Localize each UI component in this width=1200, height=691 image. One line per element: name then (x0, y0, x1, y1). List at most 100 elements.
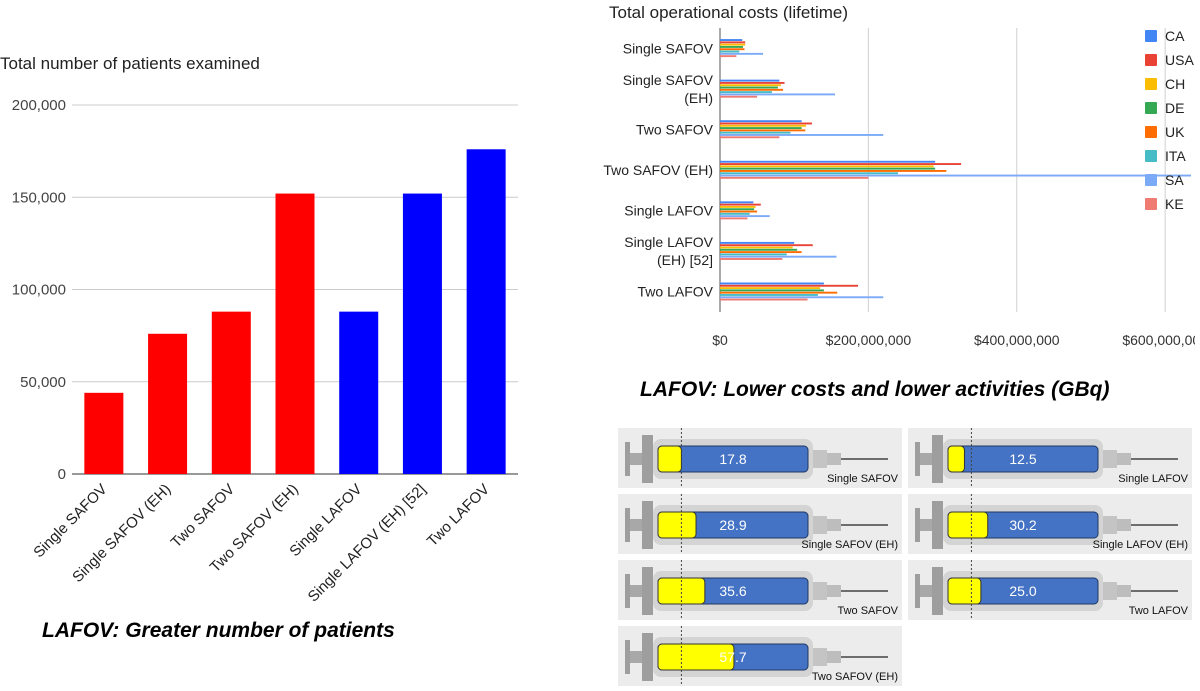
y-tick-label: 150,000 (12, 189, 66, 206)
activity-bar (947, 577, 982, 605)
bar-two-safov-eh-sa (720, 174, 1191, 177)
legend-swatch-sa (1145, 174, 1157, 186)
bar-single-safov-eh-usa (720, 81, 785, 84)
y-tick-label: (EH) (684, 90, 713, 106)
legend-swatch-de (1145, 102, 1157, 114)
bar-two-safov-ca (720, 120, 802, 123)
syringe-label: Two SAFOV (EH) (811, 671, 898, 683)
bar-single-safov-eh-sa (720, 93, 835, 96)
x-tick-label: $400,000,000 (974, 332, 1060, 348)
x-tick-label: Single LAFOV (EH) [52] (305, 481, 430, 606)
bar-two-safov-eh (275, 193, 315, 474)
bar-two-lafov-sa (720, 296, 884, 299)
bar-two-safov-ita (720, 131, 791, 134)
bar-single-lafov-uk (720, 210, 758, 213)
bar-single-lafov-eh-52-ch (720, 246, 793, 249)
bar-two-lafov-usa (720, 284, 858, 287)
bar-single-lafov-ke (720, 217, 748, 220)
bar-single-safov-ch (720, 43, 746, 46)
bar-single-safov-eh-uk (720, 88, 784, 91)
plunger-rod (920, 453, 932, 465)
bar-single-lafov-eh-52 (402, 193, 442, 474)
plunger-thumb (915, 508, 920, 542)
syringe-two-lafov: 25.0 Two LAFOV (908, 560, 1192, 620)
bar-single-lafov-ca (720, 201, 754, 204)
syringe-drawing (625, 626, 888, 686)
activity-bar (947, 445, 965, 473)
bar-two-lafov (466, 149, 506, 474)
x-tick-label: Two LAFOV (424, 481, 493, 550)
y-tick-label: Two SAFOV (EH) (603, 162, 713, 178)
syringe-single-safov-eh: 28.9 Single SAFOV (EH) (618, 494, 902, 554)
plunger-thumb (625, 640, 630, 674)
bar-two-safov-uk (720, 129, 806, 132)
y-tick-label: 200,000 (12, 97, 66, 114)
y-tick-label: 0 (58, 466, 66, 483)
syringe-drawing (625, 494, 888, 554)
x-tick-label: Two SAFOV (168, 481, 238, 551)
syringe-drawing (915, 428, 1178, 488)
bar-single-safov-eh-ita (720, 91, 772, 94)
activity-bar (947, 511, 989, 539)
hub (1103, 582, 1117, 600)
bar-single-lafov-eh-52-ke (720, 258, 783, 260)
legend-label-usa: USA (1165, 52, 1194, 68)
bar-single-safov-eh-ca (720, 79, 780, 82)
activities-syringe-chart: 17.8 Single SAFOV 12.5 Single LAFOV 28.9 Sing… (618, 428, 1192, 690)
syringe-single-safov: 17.8 Single SAFOV (618, 428, 902, 488)
plunger-thumb (625, 574, 630, 608)
y-tick-label: Single LAFOV (624, 203, 713, 219)
bar-two-safov-eh-ke (720, 176, 869, 179)
bar-single-lafov-eh-52-usa (720, 244, 813, 247)
plunger-thumb (625, 508, 630, 542)
bar-single-safov-sa (720, 52, 764, 55)
syringe-label: Single LAFOV (1118, 473, 1188, 485)
bar-single-safov-usa (720, 41, 746, 44)
barrel-flange (932, 435, 943, 483)
bar-two-safov-eh-uk (720, 170, 947, 172)
hub (813, 648, 827, 666)
legend-label-sa: SA (1165, 172, 1184, 188)
hub-tip (827, 651, 841, 663)
hub-tip (1117, 585, 1131, 597)
plunger-rod (920, 519, 932, 531)
bar-single-safov-eh-de (720, 86, 778, 89)
patients-chart-title: Total number of patients examined (0, 54, 260, 73)
bar-two-lafov-uk (720, 291, 838, 294)
bar-two-lafov-ca (720, 282, 824, 285)
activity-value-label: 12.5 (1009, 451, 1037, 467)
activity-bar (657, 511, 697, 539)
activity-value-label: 28.9 (719, 517, 747, 533)
costs-bar-chart: $0 $200,000,000 $400,000,000 $600,000,000 Si… (603, 28, 1195, 348)
bar-single-lafov-eh-52-ca (720, 241, 795, 244)
y-tick-label: Two LAFOV (638, 284, 714, 300)
bar-single-safov-ke (720, 55, 737, 58)
hub-tip (827, 519, 841, 531)
y-tick-label: 50,000 (20, 374, 66, 391)
syringe-two-safov: 35.6 Two SAFOV (618, 560, 902, 620)
plunger-rod (630, 519, 642, 531)
syringe-label: Single SAFOV (827, 473, 898, 485)
y-tick-label: 100,000 (12, 282, 66, 299)
patients-tagline: LAFOV: Greater number of patients (42, 619, 395, 642)
bar-single-lafov-eh-52-sa (720, 255, 837, 258)
hub (813, 516, 827, 534)
costs-chart-title: Total operational costs (lifetime) (609, 3, 849, 22)
bar-two-safov-ke (720, 136, 780, 139)
bar-single-lafov-usa (720, 203, 761, 206)
plunger-thumb (625, 442, 630, 476)
bar-two-safov-de (720, 127, 802, 130)
barrel-flange (932, 567, 943, 615)
bar-single-lafov-ch (720, 205, 756, 208)
barrel-flange (932, 501, 943, 549)
plunger-rod (630, 453, 642, 465)
bar-two-lafov-ch (720, 287, 821, 290)
syringe-single-lafov-eh: 30.2 Single LAFOV (EH) (908, 494, 1192, 554)
legend-swatch-ke (1145, 198, 1157, 210)
activities-tagline: LAFOV: Lower costs and lower activities … (640, 378, 1110, 401)
barrel-flange (642, 501, 653, 549)
bar-two-safov (211, 311, 251, 474)
bar-single-safov (84, 392, 124, 474)
x-tick-label: $200,000,000 (826, 332, 912, 348)
